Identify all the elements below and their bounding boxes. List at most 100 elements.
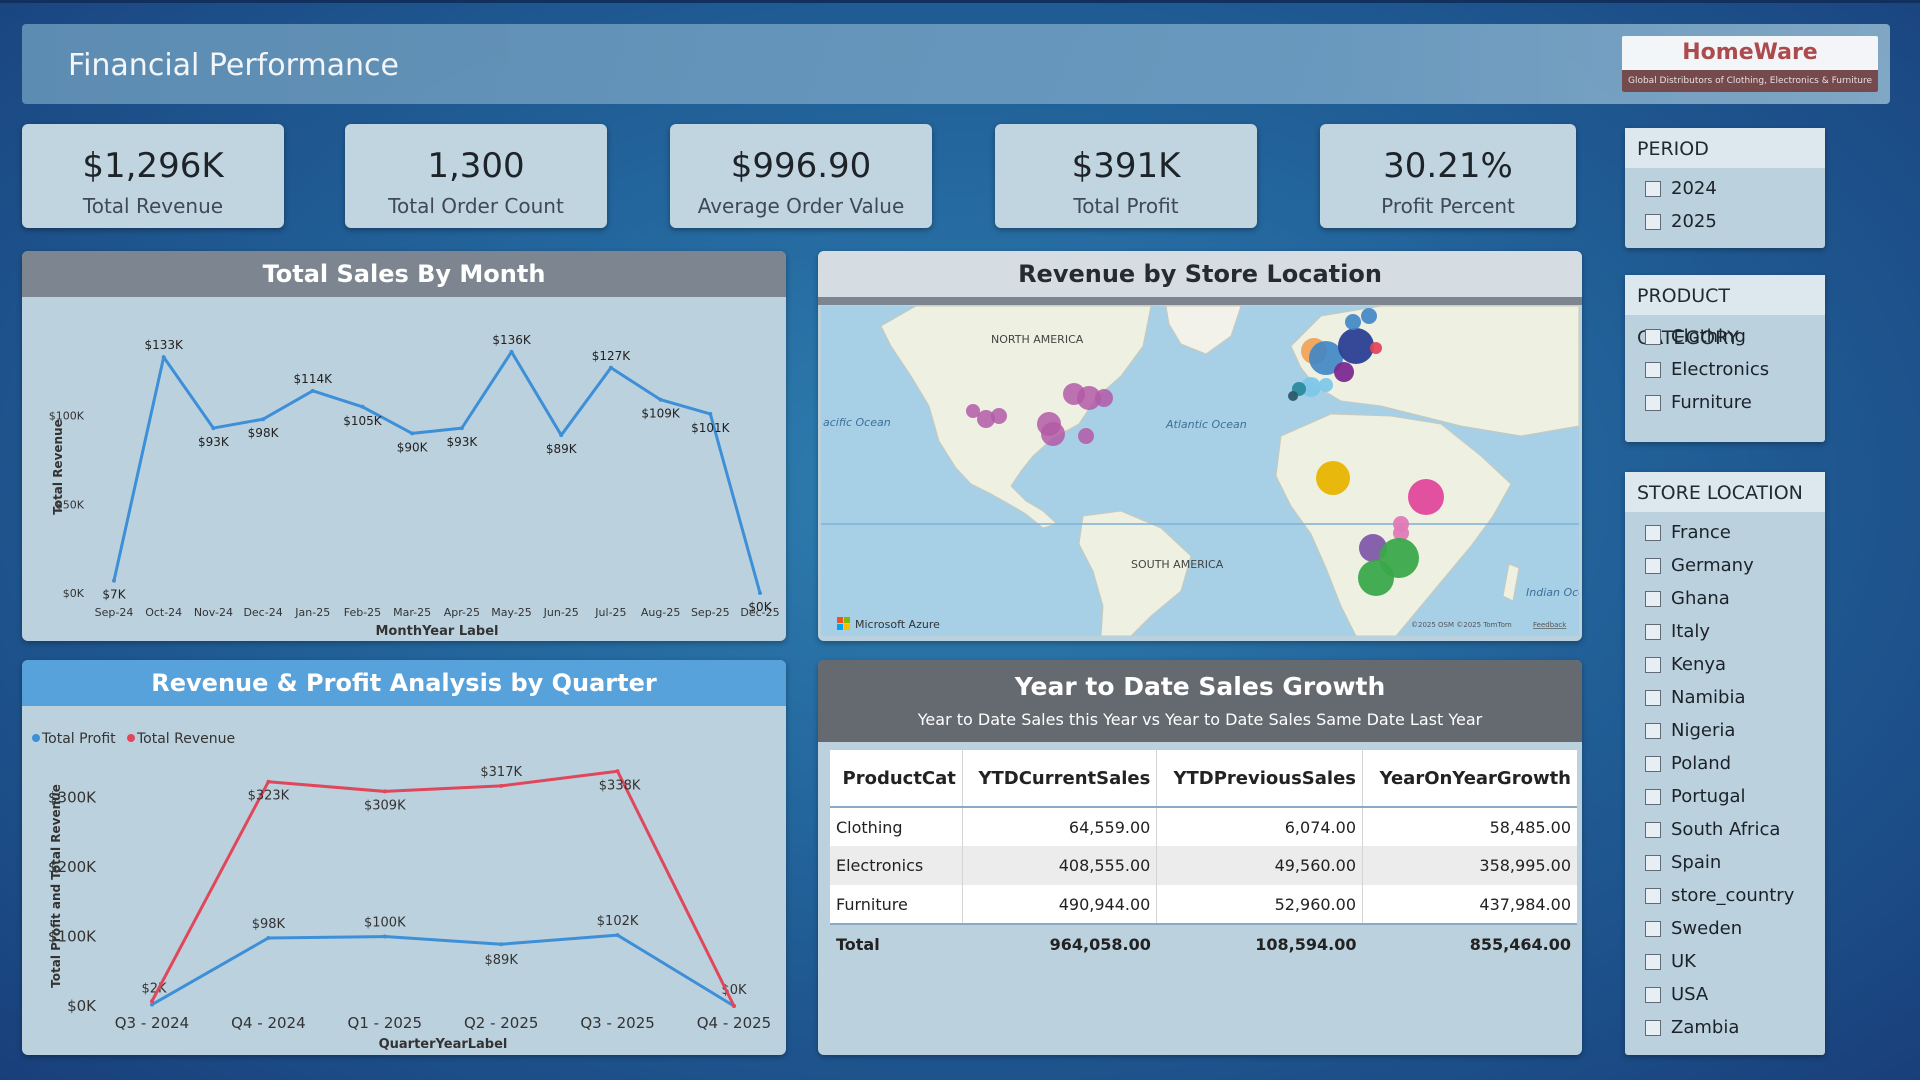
checkbox[interactable]: [1645, 362, 1661, 378]
data-point[interactable]: [708, 411, 713, 416]
data-point[interactable]: [509, 349, 514, 354]
slicer-option-portugal[interactable]: Portugal: [1625, 780, 1825, 813]
location-bubble[interactable]: [1370, 342, 1382, 354]
location-bubble[interactable]: [1408, 479, 1444, 515]
location-bubble[interactable]: [1077, 386, 1101, 410]
data-point[interactable]: [266, 935, 271, 940]
checkbox[interactable]: [1645, 954, 1661, 970]
location-bubble[interactable]: [1338, 328, 1374, 364]
location-bubble[interactable]: [1319, 378, 1333, 392]
slicer-option-nigeria[interactable]: Nigeria: [1625, 714, 1825, 747]
data-point[interactable]: [261, 417, 266, 422]
slicer-option-germany[interactable]: Germany: [1625, 549, 1825, 582]
data-point[interactable]: [150, 999, 154, 1004]
table-row[interactable]: Clothing 64,559.00 6,074.00 58,485.00: [830, 807, 1577, 846]
data-point[interactable]: [266, 779, 271, 784]
location-bubble[interactable]: [1309, 341, 1343, 375]
checkbox[interactable]: [1645, 395, 1661, 411]
location-bubble[interactable]: [977, 410, 995, 428]
profit-line[interactable]: [151, 933, 735, 1008]
monthly-sales-chart-panel[interactable]: Total Sales By Month $0K $50K $100K Total R…: [22, 251, 786, 641]
data-point[interactable]: [211, 426, 216, 431]
checkbox[interactable]: [1645, 525, 1661, 541]
location-bubble[interactable]: [1078, 428, 1094, 444]
legend-profit-label[interactable]: Total Profit: [41, 731, 116, 747]
slicer-option-furniture[interactable]: Furniture: [1625, 386, 1825, 419]
slicer-option-ghana[interactable]: Ghana: [1625, 582, 1825, 615]
data-point[interactable]: [758, 591, 762, 595]
table-row[interactable]: Electronics 408,555.00 49,560.00 358,995…: [830, 846, 1577, 885]
checkbox[interactable]: [1645, 181, 1661, 197]
store-location-slicer[interactable]: STORE LOCATION France Germany Ghana Italy Ke…: [1625, 472, 1825, 1055]
kpi-card-average-order-value[interactable]: $996.90 Average Order Value: [670, 124, 932, 228]
slicer-option-kenya[interactable]: Kenya: [1625, 648, 1825, 681]
location-bubble[interactable]: [1361, 308, 1377, 324]
location-bubble[interactable]: [991, 408, 1007, 424]
location-bubble[interactable]: [966, 404, 980, 418]
checkbox[interactable]: [1645, 723, 1661, 739]
kpi-card-total-order-count[interactable]: 1,300 Total Order Count: [345, 124, 607, 228]
column-header[interactable]: YearOnYearGrowth: [1362, 750, 1577, 808]
revenue-line[interactable]: [150, 769, 736, 1007]
data-point[interactable]: [382, 934, 387, 939]
data-point[interactable]: [499, 783, 504, 788]
location-bubble[interactable]: [1288, 391, 1298, 401]
checkbox[interactable]: [1645, 756, 1661, 772]
slicer-option-uk[interactable]: UK: [1625, 945, 1825, 978]
world-map[interactable]: NORTH AMERICA SOUTH AMERICA Atlantic Oce…: [821, 306, 1579, 636]
checkbox[interactable]: [1645, 657, 1661, 673]
checkbox[interactable]: [1645, 329, 1661, 345]
slicer-option-usa[interactable]: USA: [1625, 978, 1825, 1011]
data-point[interactable]: [608, 365, 613, 370]
slicer-option-south-africa[interactable]: South Africa: [1625, 813, 1825, 846]
checkbox[interactable]: [1645, 624, 1661, 640]
legend-revenue-label[interactable]: Total Revenue: [136, 731, 235, 747]
checkbox[interactable]: [1645, 558, 1661, 574]
data-point[interactable]: [150, 1002, 154, 1007]
ytd-sales-panel[interactable]: Year to Date Sales Growth Year to Date S…: [818, 660, 1582, 1055]
slicer-option-2024[interactable]: 2024: [1625, 172, 1825, 205]
checkbox[interactable]: [1645, 591, 1661, 607]
kpi-card-total-profit[interactable]: $391K Total Profit: [995, 124, 1257, 228]
data-point[interactable]: [499, 942, 504, 947]
slicer-option-zambia[interactable]: Zambia: [1625, 1011, 1825, 1044]
column-header[interactable]: ProductCat: [830, 750, 963, 808]
data-point[interactable]: [615, 769, 620, 774]
data-point[interactable]: [559, 433, 564, 438]
checkbox[interactable]: [1645, 214, 1661, 230]
ytd-sales-table[interactable]: ProductCat YTDCurrentSales YTDPreviousSa…: [830, 750, 1577, 964]
data-point[interactable]: [459, 426, 464, 431]
table-row[interactable]: Furniture 490,944.00 52,960.00 437,984.0…: [830, 885, 1577, 924]
data-point[interactable]: [732, 1004, 736, 1008]
checkbox[interactable]: [1645, 888, 1661, 904]
data-point[interactable]: [615, 933, 620, 938]
data-point[interactable]: [658, 397, 663, 402]
checkbox[interactable]: [1645, 789, 1661, 805]
kpi-card-total-revenue[interactable]: $1,296K Total Revenue: [22, 124, 284, 228]
kpi-card-profit-percent[interactable]: 30.21% Profit Percent: [1320, 124, 1576, 228]
checkbox[interactable]: [1645, 690, 1661, 706]
data-point[interactable]: [410, 431, 415, 436]
slicer-option-namibia[interactable]: Namibia: [1625, 681, 1825, 714]
location-bubble[interactable]: [1345, 314, 1361, 330]
product-category-slicer[interactable]: PRODUCT CATEGORY Clothing Electronics Fu…: [1625, 275, 1825, 442]
checkbox[interactable]: [1645, 822, 1661, 838]
period-slicer[interactable]: PERIOD 2024 2025: [1625, 128, 1825, 248]
location-bubble[interactable]: [1301, 377, 1321, 397]
slicer-option-spain[interactable]: Spain: [1625, 846, 1825, 879]
data-point[interactable]: [112, 578, 116, 583]
checkbox[interactable]: [1645, 921, 1661, 937]
slicer-option-poland[interactable]: Poland: [1625, 747, 1825, 780]
checkbox[interactable]: [1645, 987, 1661, 1003]
location-bubble[interactable]: [1095, 389, 1113, 407]
slicer-option-clothing[interactable]: Clothing: [1625, 320, 1825, 353]
slicer-option-france[interactable]: France: [1625, 516, 1825, 549]
slicer-option-electronics[interactable]: Electronics: [1625, 353, 1825, 386]
checkbox[interactable]: [1645, 855, 1661, 871]
slicer-option-2025[interactable]: 2025: [1625, 205, 1825, 238]
data-point[interactable]: [360, 404, 365, 409]
location-bubble[interactable]: [1358, 560, 1394, 596]
column-header[interactable]: YTDPreviousSales: [1156, 750, 1363, 808]
location-bubble[interactable]: [1334, 362, 1354, 382]
